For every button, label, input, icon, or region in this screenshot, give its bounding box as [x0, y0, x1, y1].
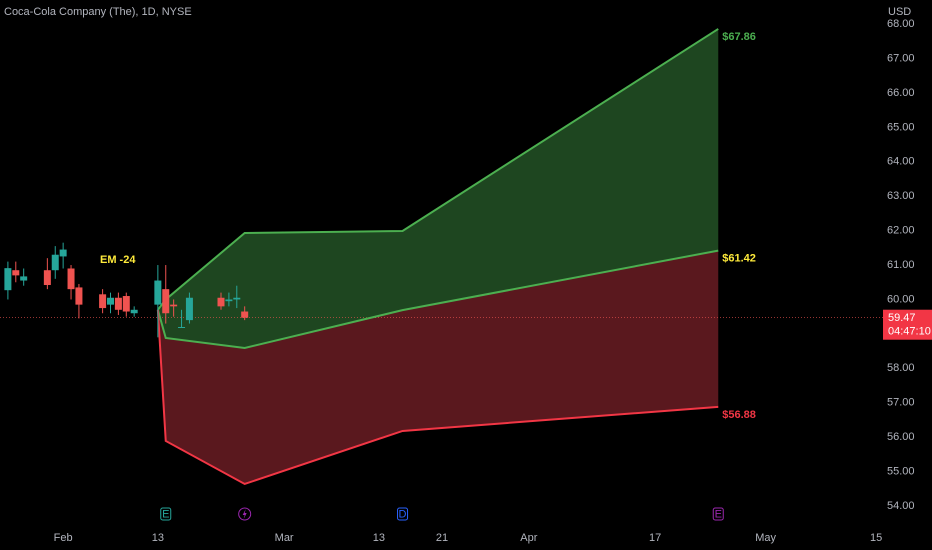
price-tag-countdown: 04:47:10 [888, 326, 931, 338]
x-tick-label: Apr [520, 532, 537, 544]
x-tick-label: 21 [436, 532, 448, 544]
y-tick-label: 54.00 [887, 500, 915, 512]
candle-body [43, 270, 51, 286]
candle-body [130, 309, 138, 314]
price-tag-value: 59.47 [888, 312, 916, 324]
y-tick-label: 63.00 [887, 190, 915, 202]
event-icon [160, 507, 172, 521]
candle-body [178, 327, 186, 329]
value-label: $56.88 [722, 409, 756, 421]
event-label: E [715, 508, 722, 520]
y-tick-label: 68.00 [887, 18, 915, 30]
candle-body [75, 287, 83, 305]
event-icon [238, 507, 252, 521]
x-tick-label: May [755, 532, 776, 544]
candle-body [217, 297, 225, 307]
candle-body [67, 268, 75, 290]
candle-body [12, 270, 20, 276]
x-tick-label: 15 [870, 532, 882, 544]
event-label: D [399, 508, 407, 520]
x-tick-label: Mar [275, 532, 294, 544]
y-tick-label: 58.00 [887, 362, 915, 374]
chart-title: Coca-Cola Company (The), 1D, NYSE [4, 6, 192, 18]
y-axis-label: USD [888, 6, 911, 18]
candle-body [107, 297, 114, 305]
y-tick-label: 64.00 [887, 156, 915, 168]
x-tick-label: Feb [54, 532, 73, 544]
y-tick-label: 65.00 [887, 121, 915, 133]
x-tick-label: 13 [373, 532, 385, 544]
candle-body [99, 294, 107, 309]
cone-fill [157, 250, 719, 484]
candle-body [241, 311, 249, 318]
y-tick-label: 60.00 [887, 293, 915, 305]
candle-body [170, 304, 178, 307]
value-label: $67.86 [722, 31, 756, 43]
x-tick-label: 17 [649, 532, 661, 544]
y-tick-label: 57.00 [887, 397, 915, 409]
y-tick-label: 56.00 [887, 431, 915, 443]
x-tick-label: 13 [152, 532, 164, 544]
candle-body [4, 268, 12, 291]
y-tick-label: 61.00 [887, 259, 915, 271]
candle-body [185, 297, 193, 321]
candle-body [114, 297, 122, 310]
y-tick-label: 66.00 [887, 87, 915, 99]
event-bolt [242, 509, 247, 519]
y-tick-label: 55.00 [887, 465, 915, 477]
candle-body [20, 276, 28, 281]
cone-fill [157, 28, 719, 349]
value-label: $61.42 [722, 252, 756, 264]
event-icon [712, 507, 724, 521]
candle-body [122, 296, 130, 312]
candle-body [59, 249, 67, 257]
event-label: E [162, 508, 169, 520]
price-tag [883, 309, 932, 340]
candle-body [51, 254, 59, 271]
candle-body [225, 299, 233, 302]
y-tick-label: 62.00 [887, 225, 915, 237]
annotation: EM -24 [100, 254, 136, 266]
candle-body [162, 289, 170, 314]
candle-body [233, 297, 241, 300]
y-tick-label: 67.00 [887, 52, 915, 64]
cone-line [156, 309, 719, 486]
event-icon [397, 507, 409, 521]
cone-line [156, 249, 719, 350]
candle-body [154, 280, 162, 305]
